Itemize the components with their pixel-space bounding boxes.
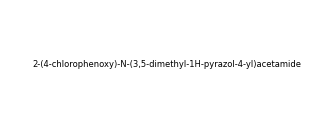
Text: 2-(4-chlorophenoxy)-N-(3,5-dimethyl-1H-pyrazol-4-yl)acetamide: 2-(4-chlorophenoxy)-N-(3,5-dimethyl-1H-p… — [32, 60, 302, 69]
